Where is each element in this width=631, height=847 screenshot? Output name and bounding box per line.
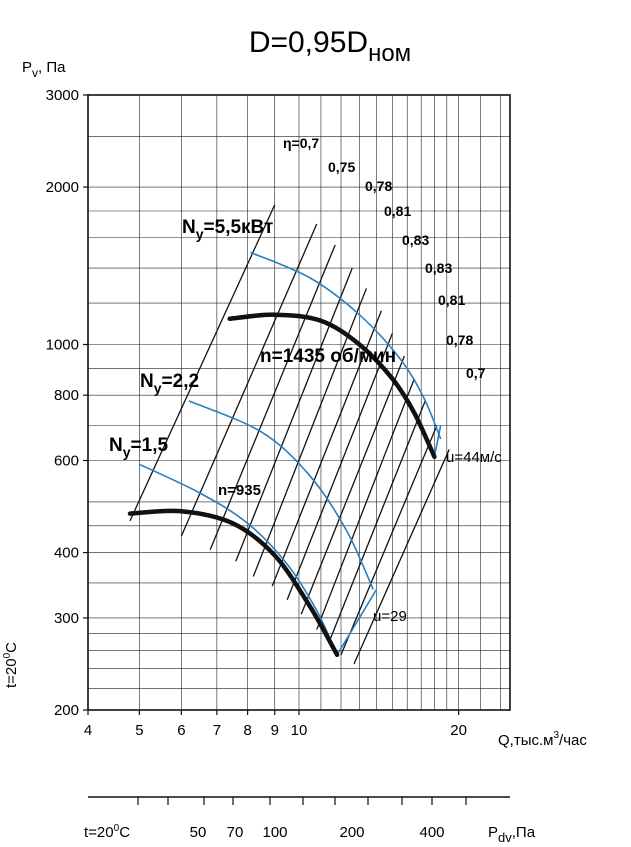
pd-temperature-part: C	[119, 824, 130, 841]
pd-axis-label-part: ,Па	[512, 824, 536, 841]
efficiency-label: 0,81	[438, 292, 465, 308]
efficiency-ray	[129, 204, 276, 522]
x-tick-label: 6	[177, 722, 185, 739]
power-label: Ny=1,5	[109, 435, 168, 460]
efficiency-ray	[286, 333, 393, 600]
efficiency-ray	[353, 449, 450, 665]
pd-temperature-part: 0	[114, 823, 120, 834]
x-tick-label: 9	[271, 722, 279, 739]
efficiency-label: 0,78	[446, 332, 473, 348]
efficiency-label: η=0,7	[283, 135, 319, 151]
y-tick-label: 800	[54, 387, 79, 404]
x-tick-label: 10	[291, 722, 308, 739]
efficiency-ray	[209, 244, 336, 551]
temperature-left-part: t=20	[3, 658, 20, 688]
pd-axis-label-part: dv	[498, 830, 512, 845]
efficiency-ray	[235, 267, 353, 562]
power-label-part: =5,5кВт	[204, 217, 274, 238]
y-axis-label-part: , Па	[38, 59, 66, 76]
y-tick-label: 2000	[46, 179, 79, 196]
efficiency-ray	[340, 425, 438, 656]
rpm-curve	[227, 312, 437, 460]
efficiency-label: 0,7	[466, 365, 486, 381]
power-curve	[188, 400, 374, 590]
temperature-left-part: 0	[2, 652, 13, 658]
power-label-part: y	[123, 444, 131, 460]
efficiency-label: 0,78	[365, 178, 392, 194]
power-label-part: N	[109, 435, 123, 456]
power-label-part: N	[140, 371, 154, 392]
power-label-part: N	[182, 217, 196, 238]
pd-tick-label: 70	[227, 824, 244, 841]
velocity-line	[336, 589, 378, 656]
y-tick-label: 600	[54, 453, 79, 470]
pd-axis-label: Pdv,Па	[488, 824, 536, 845]
pd-tick-label: 400	[419, 824, 444, 841]
x-tick-label: 5	[135, 722, 143, 739]
y-axis-label-part: P	[22, 59, 32, 76]
chart-title-part: D=0,95D	[249, 26, 368, 59]
power-label: Ny=2,2	[140, 371, 199, 396]
x-tick-label: 8	[243, 722, 251, 739]
y-axis-label-part: v	[32, 66, 38, 80]
pd-temperature: t=200C	[84, 823, 130, 841]
y-tick-label: 3000	[46, 87, 79, 104]
power-curve	[139, 463, 338, 656]
efficiency-label: 0,81	[384, 203, 411, 219]
velocity-label: u=44м/с	[446, 449, 502, 466]
x-axis-label-part: /час	[559, 732, 587, 749]
x-tick-label: 4	[84, 722, 92, 739]
y-axis-label: Pv, Па	[22, 59, 66, 80]
chart-title: D=0,95Dном	[249, 26, 411, 67]
efficiency-ray	[271, 310, 382, 587]
pd-temperature-part: t=20	[84, 824, 114, 841]
rpm-label: n=1435 об/мин	[260, 346, 396, 367]
power-label-part: =1,5	[131, 435, 169, 456]
power-curve	[250, 251, 442, 440]
temperature-left: t=200C	[2, 642, 20, 688]
velocity-line	[433, 425, 442, 457]
curves	[127, 251, 442, 658]
y-tick-label: 200	[54, 702, 79, 719]
pd-tick-label: 200	[339, 824, 364, 841]
rpm-label: n=935	[218, 482, 261, 499]
velocity-label: u=29	[373, 608, 407, 625]
efficiency-ray	[300, 355, 405, 615]
efficiency-ray	[180, 223, 318, 537]
efficiency-ray	[316, 378, 415, 630]
x-tick-label: 7	[213, 722, 221, 739]
efficiency-label: 0,75	[328, 159, 355, 175]
y-tick-label: 400	[54, 545, 79, 562]
x-axis-label-part: 3	[553, 730, 559, 741]
pd-axis-label-part: P	[488, 824, 498, 841]
efficiency-label: 0,83	[425, 260, 452, 276]
power-label: Ny=5,5кВт	[182, 217, 273, 242]
x-axis-label: Q,тыс.м3/час	[498, 730, 587, 749]
chart-title-part: ном	[368, 40, 411, 67]
pd-tick-label: 50	[190, 824, 207, 841]
pd-tick-label: 100	[262, 824, 287, 841]
power-label-part: =2,2	[162, 371, 200, 392]
x-tick-label: 20	[450, 722, 467, 739]
y-tick-label: 300	[54, 610, 79, 627]
efficiency-label: 0,83	[402, 232, 429, 248]
power-label-part: y	[196, 226, 204, 242]
efficiency-ray	[328, 400, 426, 643]
temperature-left-part: C	[3, 642, 20, 653]
rpm-curve	[127, 508, 340, 658]
y-tick-label: 1000	[46, 336, 79, 353]
power-label-part: y	[154, 380, 162, 396]
x-axis-label-part: Q,тыс.м	[498, 732, 553, 749]
efficiency-rays	[129, 204, 450, 665]
